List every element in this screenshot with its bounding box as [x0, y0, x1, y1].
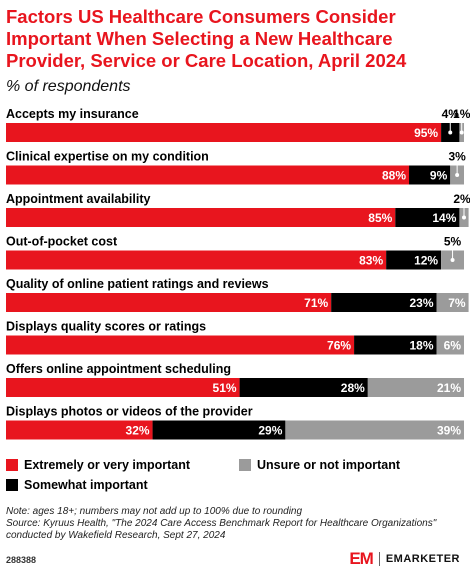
- bar-segment: [6, 250, 387, 270]
- data-label: 29%: [258, 424, 282, 438]
- brand-divider: [378, 552, 380, 566]
- data-label: 21%: [437, 381, 461, 395]
- bar-segment: [6, 335, 355, 355]
- data-label: 1%: [453, 107, 470, 121]
- data-label: 2%: [453, 192, 470, 206]
- bar-segment: [239, 378, 368, 397]
- data-label: 23%: [409, 296, 433, 310]
- data-label: 5%: [444, 235, 462, 249]
- data-label-dot: [448, 130, 453, 135]
- legend-swatch-gray: [239, 459, 251, 471]
- chart-title: Factors US Healthcare Consumers Consider…: [6, 6, 407, 71]
- category-label: Displays quality scores or ratings: [6, 320, 206, 334]
- note-text: Note: ages 18+; numbers may not add up t…: [6, 506, 303, 517]
- bar-segment: [367, 378, 464, 397]
- data-label: 88%: [382, 169, 406, 183]
- legend-item-extremely-important: Extremely or very important: [6, 458, 190, 472]
- data-label: 4%: [442, 107, 460, 121]
- legend-swatch-black: [6, 479, 18, 491]
- bar-segment: [436, 293, 469, 312]
- legend-label: Somewhat important: [24, 478, 148, 492]
- bar-segment: [6, 123, 442, 142]
- data-label: 83%: [359, 254, 383, 268]
- category-label: Clinical expertise on my condition: [6, 150, 209, 164]
- bar-segment: [6, 420, 153, 440]
- data-label: 95%: [414, 126, 438, 140]
- source-text: Source: Kyruus Health, "The 2024 Care Ac…: [6, 518, 437, 541]
- bar-segment: [285, 420, 464, 440]
- bar-segment: [152, 420, 286, 440]
- stacked-bar-chart: Accepts my insurance 95% 4%1% Clinical expe…: [6, 107, 470, 440]
- bar-segment: [6, 165, 410, 185]
- category-label: Out-of-pocket cost: [6, 235, 118, 249]
- category-label: Appointment availability: [6, 192, 151, 206]
- data-label: 39%: [437, 424, 461, 438]
- data-label: 18%: [409, 339, 433, 353]
- category-label: Accepts my insurance: [6, 107, 139, 121]
- bar-segment: [395, 208, 460, 227]
- brand-name: EMARKETER: [385, 553, 460, 565]
- data-label: 85%: [368, 211, 392, 225]
- data-label: 28%: [341, 381, 365, 395]
- bar-segment: [6, 378, 240, 397]
- brand-logo-icon: EM: [349, 549, 373, 568]
- legend-label: Extremely or very important: [24, 458, 191, 472]
- footnote: Note: ages 18+; numbers may not add up t…: [6, 506, 461, 542]
- data-label: 71%: [304, 296, 328, 310]
- chart-id: 288388: [6, 555, 37, 565]
- data-label: 9%: [430, 169, 448, 183]
- legend-item-somewhat-important: Somewhat important: [6, 478, 148, 492]
- data-label: 7%: [448, 296, 466, 310]
- bar-segment: [436, 335, 464, 355]
- bar-segment: [6, 293, 332, 312]
- data-label-dot: [462, 215, 466, 220]
- data-label: 12%: [414, 254, 438, 268]
- legend-swatch-red: [6, 459, 18, 471]
- data-label: 6%: [444, 339, 462, 353]
- data-label: 32%: [126, 424, 150, 438]
- bar-segment: [386, 250, 442, 270]
- chart-subtitle: % of respondents: [6, 78, 131, 95]
- data-label: 76%: [327, 339, 351, 353]
- bar-segment: [409, 165, 451, 185]
- category-label: Offers online appointment scheduling: [6, 362, 231, 376]
- bar-segment: [354, 335, 437, 355]
- legend-item-unsure: Unsure or not important: [239, 458, 400, 472]
- data-label: 51%: [213, 381, 237, 395]
- data-label-dot: [459, 130, 464, 135]
- category-label: Quality of online patient ratings and re…: [6, 277, 269, 291]
- data-label-dot: [455, 173, 460, 177]
- brand: EM EMARKETER: [349, 549, 460, 569]
- data-label: 3%: [448, 150, 466, 164]
- data-label: 14%: [432, 211, 456, 225]
- legend-label: Unsure or not important: [257, 458, 401, 472]
- bar-segment: [331, 293, 437, 312]
- bar-segment: [6, 208, 396, 227]
- category-label: Displays photos or videos of the provide…: [6, 405, 253, 419]
- data-label-dot: [450, 258, 455, 262]
